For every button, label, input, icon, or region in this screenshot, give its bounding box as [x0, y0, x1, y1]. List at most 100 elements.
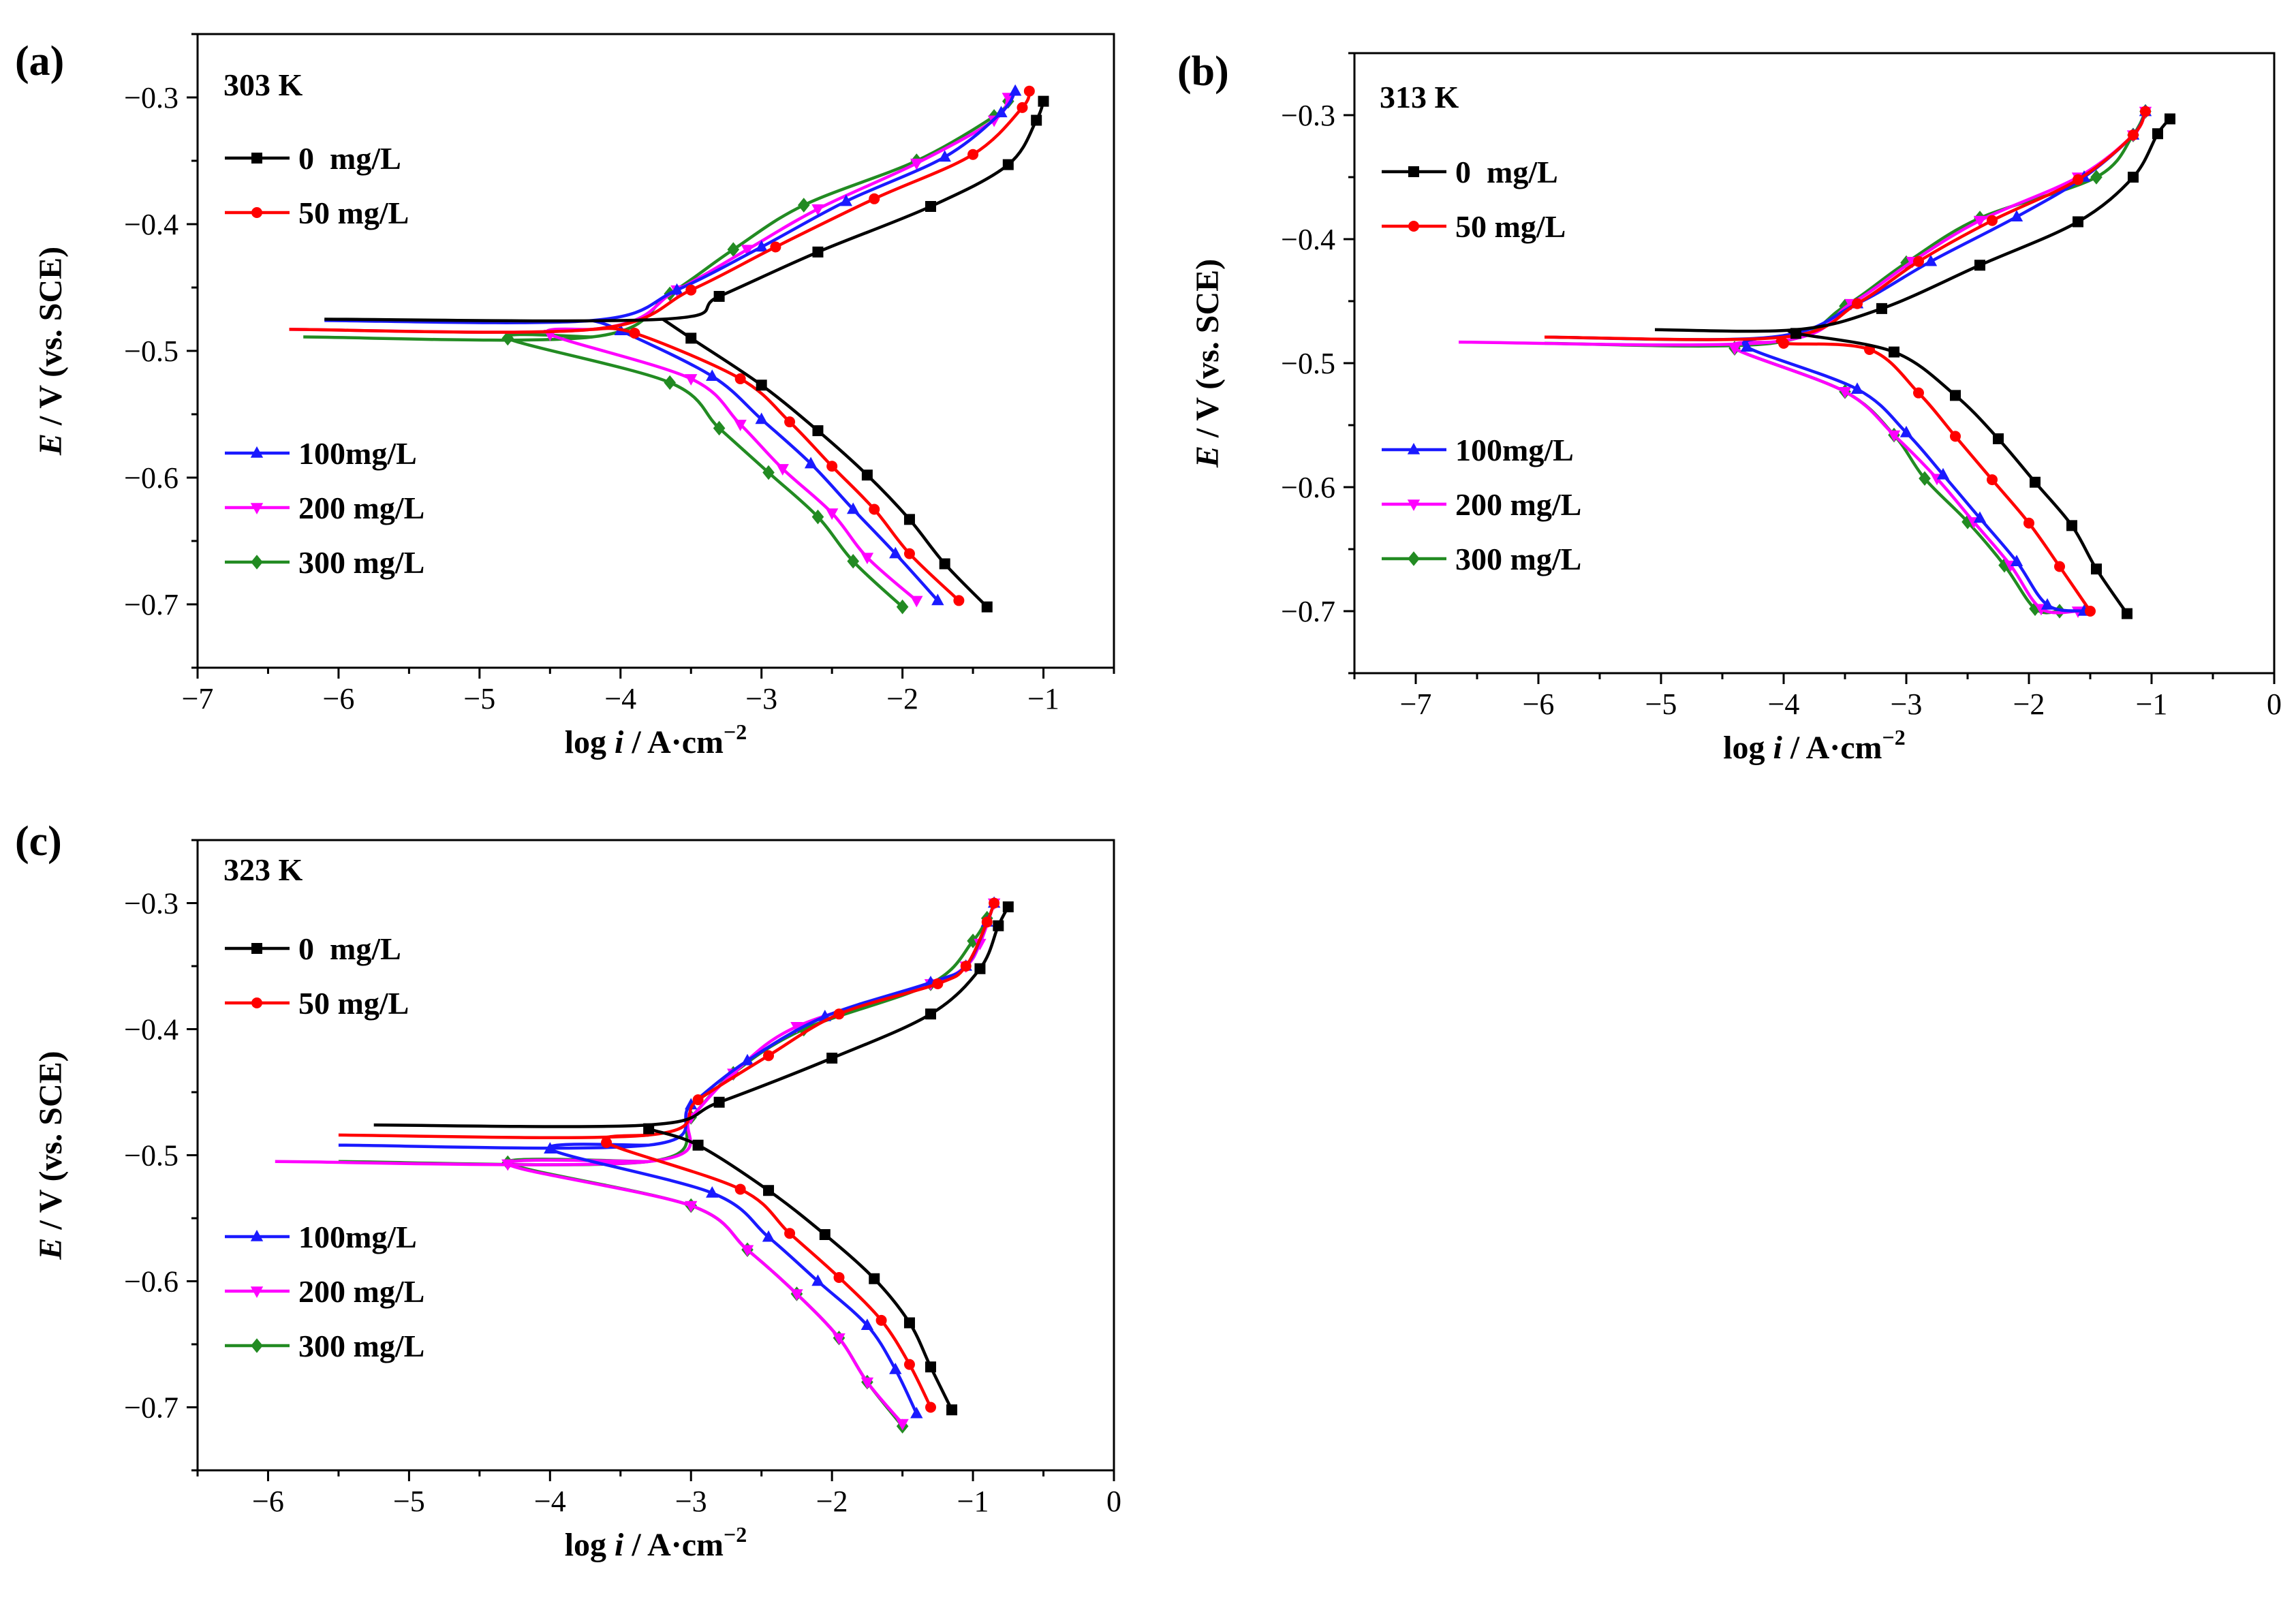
data-point	[2030, 476, 2041, 488]
data-point	[931, 593, 944, 606]
data-point	[664, 375, 676, 390]
data-point	[741, 245, 754, 257]
x-tick-label: −5	[463, 682, 495, 715]
y-axis-title: E / V (vs. SCE)	[33, 247, 69, 456]
legend-marker	[251, 1338, 263, 1353]
data-point	[629, 327, 640, 339]
data-point	[762, 465, 775, 480]
data-point	[1017, 102, 1028, 113]
series-4	[1544, 104, 2152, 619]
temperature-label: 303 K	[223, 67, 303, 102]
data-point	[1728, 343, 1741, 356]
data-point	[685, 284, 697, 296]
chart-panel-3: −0.3 −0.4 −0.5 −0.6 −0.7 −6 −5 −4 −3 −2 −1 0 log i /…	[15, 818, 1121, 1563]
x-tick-label: −7	[182, 682, 214, 715]
x-tick-label: −3	[745, 682, 777, 715]
x-axis-title: log i / A·cm−2	[565, 719, 747, 760]
cathodic-branch-line	[1731, 340, 2079, 615]
data-point	[2066, 520, 2077, 531]
data-point	[811, 204, 824, 216]
data-point	[784, 1228, 796, 1239]
data-point	[889, 546, 902, 559]
data-point	[2128, 172, 2139, 183]
x-tick-label: −5	[393, 1485, 425, 1518]
data-point	[1973, 215, 1987, 228]
data-point	[910, 158, 923, 170]
data-point	[826, 461, 838, 472]
y-tick-label: −0.6	[124, 461, 179, 495]
cathodic-branch-line	[545, 327, 918, 602]
data-point	[953, 595, 965, 606]
chart-panel-1: −0.3 −0.4 −0.5 −0.6 −0.7 −7 −6 −5 −4 −3 −2 −1 log i …	[15, 33, 1115, 760]
data-point	[1031, 114, 1042, 126]
data-point	[763, 1185, 775, 1196]
data-point	[741, 1245, 754, 1257]
legend-entry: 300 mg/L	[225, 1329, 424, 1363]
panel-label: (a)	[15, 38, 64, 84]
cathodic-branch-line	[1731, 341, 2060, 615]
data-point	[762, 1230, 775, 1242]
panel-label: (b)	[1177, 48, 1229, 95]
series-4	[303, 93, 1014, 615]
panel-label: (c)	[15, 818, 62, 865]
legend-marker	[250, 503, 264, 514]
legend-label: 200 mg/L	[1455, 487, 1581, 522]
x-tick-label: 0	[1106, 1485, 1121, 1518]
legend-label: 200 mg/L	[298, 1274, 424, 1309]
data-point	[734, 1183, 746, 1195]
x-tick-label: −2	[2013, 687, 2045, 721]
data-point	[875, 1314, 887, 1326]
data-point	[2122, 608, 2132, 619]
legend-label: 300 mg/L	[298, 1329, 424, 1363]
data-point	[2090, 170, 2103, 185]
data-point	[910, 1406, 923, 1419]
data-point	[1913, 256, 1924, 267]
data-point	[903, 1317, 915, 1329]
series-0	[373, 901, 1014, 1416]
data-point	[826, 1053, 838, 1064]
anodic-branch-line	[338, 902, 996, 1150]
data-point	[1850, 382, 1864, 394]
data-point	[1974, 260, 1985, 271]
y-tick-label: −0.6	[124, 1265, 179, 1299]
data-point	[869, 193, 880, 204]
y-tick-label: −0.6	[1281, 471, 1335, 504]
data-point	[2165, 113, 2175, 125]
data-point	[713, 291, 725, 303]
data-point	[727, 242, 740, 257]
y-tick-label: −0.5	[1281, 347, 1335, 380]
legend-marker	[1408, 551, 1420, 566]
x-axis-title: log i / A·cm−2	[565, 1522, 747, 1563]
data-point	[896, 1419, 909, 1431]
data-point	[846, 502, 860, 514]
data-point	[925, 1361, 936, 1373]
data-point	[811, 509, 824, 525]
series-1	[338, 897, 1000, 1413]
data-point	[763, 1050, 775, 1062]
data-point	[993, 920, 1004, 931]
legend-entry: 300 mg/L	[225, 545, 424, 580]
data-point	[755, 412, 768, 424]
anodic-branch-line	[303, 100, 1010, 342]
data-point	[713, 420, 726, 436]
x-tick-label: −7	[1400, 687, 1432, 721]
legend-entry: 0 mg/L	[225, 141, 401, 176]
x-tick-label: −6	[323, 682, 355, 715]
data-point	[1008, 84, 1022, 96]
data-point	[889, 1363, 902, 1374]
anodic-branch-line	[338, 902, 996, 1139]
x-tick-label: −1	[1027, 682, 1059, 715]
data-point	[896, 599, 909, 615]
data-point	[1889, 346, 1899, 358]
data-point	[1987, 215, 1998, 226]
data-point	[1002, 901, 1014, 913]
legend-entry: 200 mg/L	[225, 1274, 424, 1309]
data-point	[734, 420, 747, 431]
data-point	[946, 1404, 958, 1416]
data-point	[713, 1096, 725, 1108]
y-tick-label: −0.4	[124, 1013, 179, 1047]
legend-label: 100mg/L	[298, 1220, 417, 1254]
data-point	[601, 1137, 612, 1148]
data-point	[1876, 303, 1887, 314]
data-point	[790, 1289, 803, 1301]
